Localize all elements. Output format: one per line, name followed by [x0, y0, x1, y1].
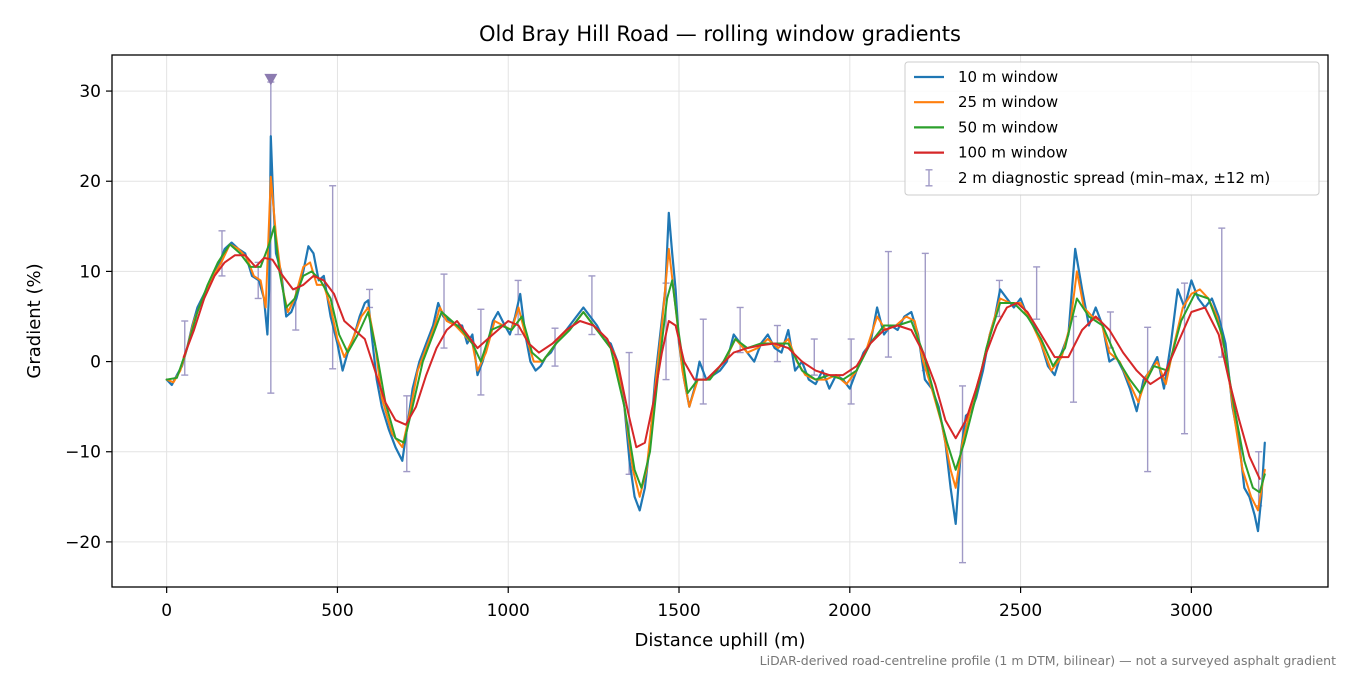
- legend: 10 m window 25 m window 50 m window 100 m w…: [904, 61, 1320, 196]
- y-axis-ticks: −20 −10 0 10 20 30: [65, 82, 112, 553]
- plot-frame: [111, 54, 1329, 588]
- errorbar: [477, 308, 485, 396]
- x-tick-label: 1500: [657, 601, 700, 621]
- errorbar: [699, 318, 707, 405]
- y-axis-label: Gradient (%): [24, 263, 45, 378]
- chart-title: Old Bray Hill Road — rolling window grad…: [479, 22, 961, 46]
- legend-label: 100 m window: [958, 144, 1068, 162]
- y-tick-label: 20: [79, 172, 101, 192]
- series-layer: [165, 135, 1266, 533]
- legend-label: 10 m window: [958, 68, 1058, 86]
- x-tick-label: 500: [321, 601, 353, 621]
- errorbar: [1070, 315, 1078, 403]
- footnote: LiDAR-derived road-centreline profile (1…: [760, 653, 1336, 668]
- errorbar: [884, 250, 892, 358]
- legend-item: 10 m window: [914, 68, 1058, 86]
- x-axis-label: Distance uphill (m): [635, 630, 806, 651]
- y-tick-label: 30: [79, 82, 101, 102]
- series-line-4: [182, 254, 1261, 480]
- peak-marker: [264, 73, 278, 86]
- x-axis-ticks: 0 500 1000 1500 2000 2500 3000: [161, 587, 1213, 621]
- legend-label: 25 m window: [958, 93, 1058, 111]
- x-tick-label: 0: [161, 601, 172, 621]
- errorbar: [1144, 326, 1152, 473]
- errorbar-layer: [181, 81, 1263, 564]
- x-tick-label: 3000: [1170, 601, 1213, 621]
- errorbar: [1033, 266, 1041, 320]
- y-tick-label: −20: [65, 533, 101, 553]
- errorbar: [847, 338, 855, 405]
- marker-layer: [264, 73, 278, 86]
- errorbar: [959, 385, 967, 564]
- y-tick-label: 0: [90, 353, 101, 373]
- y-tick-label: −10: [65, 443, 101, 463]
- y-tick-label: 10: [79, 262, 101, 282]
- legend-item: 25 m window: [914, 93, 1058, 111]
- series-line-2: [165, 175, 1266, 512]
- legend-item: 2 m diagnostic spread (min–max, ±12 m): [925, 169, 1270, 187]
- legend-item: 100 m window: [914, 144, 1068, 162]
- x-tick-label: 2500: [999, 601, 1042, 621]
- x-tick-label: 2000: [828, 601, 871, 621]
- legend-box: [904, 61, 1320, 196]
- series-line-1: [165, 135, 1266, 533]
- errorbar: [329, 185, 337, 370]
- errorbar: [181, 320, 189, 376]
- x-tick-label: 1000: [487, 601, 530, 621]
- series-line-3: [165, 225, 1266, 494]
- legend-label: 2 m diagnostic spread (min–max, ±12 m): [958, 169, 1270, 187]
- legend-label: 50 m window: [958, 118, 1058, 136]
- legend-item: 50 m window: [914, 118, 1058, 136]
